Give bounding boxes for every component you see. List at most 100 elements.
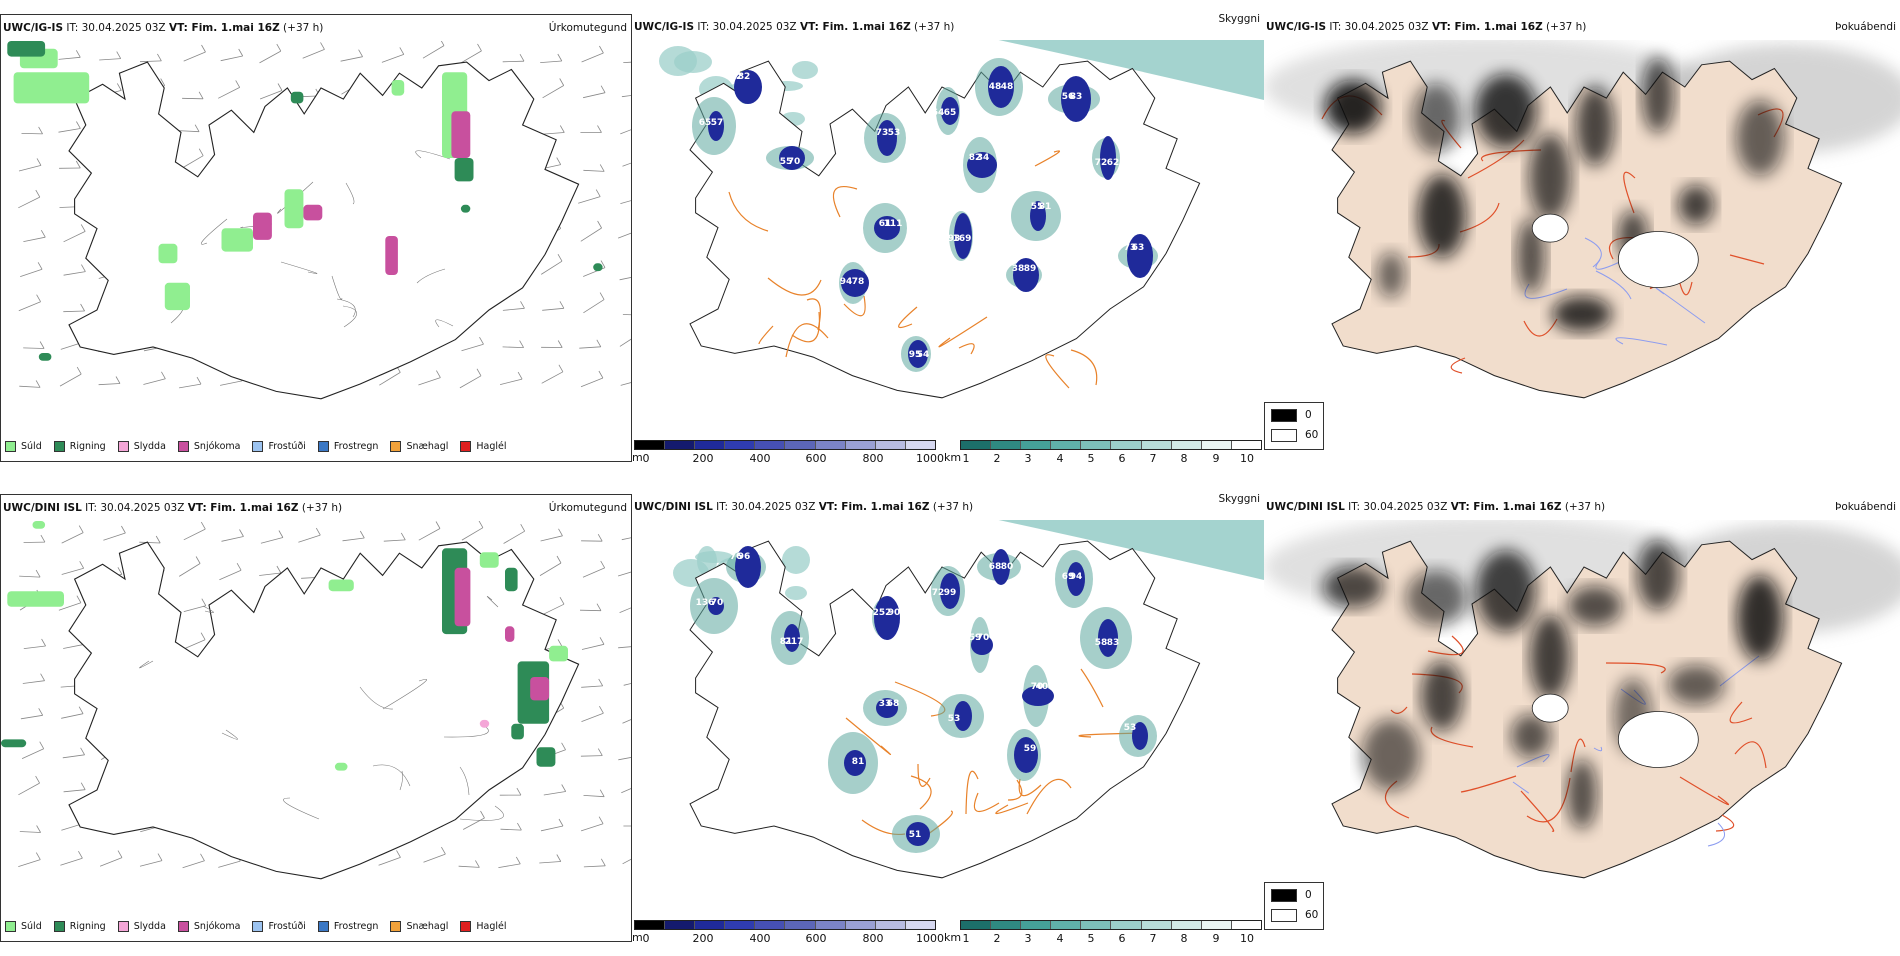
colorbar-segment [1142,921,1172,929]
fog-area [1325,80,1381,134]
wind-barb [260,51,281,63]
fog-legend-label: 60 [1305,429,1318,441]
colorbar-tick-label: 4 [1057,452,1064,465]
cloudbase-value: 70 [977,633,990,643]
wind-barb [544,792,566,796]
cloudbase-area [1014,737,1038,773]
wind-barb-flag [599,706,603,713]
fog-area [1323,566,1383,608]
colorbar-segment [961,921,991,929]
colorbar-segment [816,441,846,449]
wind-barb [582,713,604,721]
wind-barb-flag [81,224,85,231]
wind-barb [18,197,40,208]
wind-barb [620,125,631,133]
model-name: UWC/IG-IS [3,22,63,34]
colorbar-segment [961,441,991,449]
cloudbase-value: 407 [1036,682,1055,692]
wind-barb-flag [157,54,161,61]
wind-barb [540,563,561,576]
fog-area [1642,57,1674,133]
panel-title: Þokuábendi [1835,494,1896,520]
cloudbase-value: 48 [989,82,1002,92]
colorbar-tick-label: 1000 [916,932,944,945]
wind-barb [623,158,632,166]
cloudbase-map: 7257555365824855566261938995737882657073… [632,40,1264,432]
wind-barb-flag [359,50,363,57]
wind-barb [503,347,524,348]
wind-barb [23,237,45,241]
legend-swatch [118,441,129,452]
wind-barb [418,378,440,385]
lead-time: (+37 h) [933,501,973,513]
wind-barb-flag [441,847,445,854]
panel-header: UWC/DINI ISL IT: 30.04.2025 03Z VT: Fim.… [632,494,1264,520]
glacier [1532,694,1568,722]
fog-legend-swatch [1271,409,1297,422]
precip-area [222,228,254,251]
forecast-row-dini-isl: UWC/DINI ISL IT: 30.04.2025 03Z VT: Fim.… [0,480,1900,940]
fog-area [1362,719,1420,791]
colorbar-segment [755,441,785,449]
wind-barb [182,156,203,168]
cloudbase-area [874,596,900,640]
wind-barb-flag [600,790,604,797]
precip-area [505,568,518,591]
wind-barb [184,606,206,612]
precip-area [1,739,26,747]
wind-barb [343,538,365,541]
precip-map [1,521,631,911]
header-info: UWC/IG-IS IT: 30.04.2025 03Z VT: Fim. 1.… [3,15,323,41]
colorbar-tick-label: 9 [1213,452,1220,465]
wind-barb [541,826,563,831]
wind-barb [423,46,444,59]
precip-area [511,724,524,740]
legend-item: Súld [5,441,42,452]
wind-barb [219,570,241,580]
colorbar-segment [1232,921,1261,929]
colorbar-segment [876,441,906,449]
precip-area [505,626,514,642]
wind-barb [620,275,631,280]
colorbar-unit: m [632,451,643,464]
colorbar-segment [785,921,815,929]
wind-barb-flag [197,377,201,384]
colorbar-tick-label: 1 [963,452,970,465]
legend-item: Slydda [118,921,166,932]
legend-item: Frostúði [252,921,305,932]
precip-area [329,580,354,592]
header-info: UWC/DINI ISL IT: 30.04.2025 03Z VT: Fim.… [634,494,973,520]
wind-barb-flag [77,596,81,603]
panel-header: UWC/DINI ISL IT: 30.04.2025 03Z VT: Fim.… [1,495,631,521]
wind-barb-flag [562,785,566,792]
wind-barb-flag [400,47,404,54]
wind-barb [59,129,81,133]
wind-barb-flag [598,126,602,133]
wind-barb [22,133,43,134]
wind-barb-flag [479,521,483,528]
wind-barb-flag [436,522,440,529]
cloudbase-value: 34 [977,153,990,163]
wind-barb-flag [559,365,563,372]
model-name: UWC/IG-IS [1266,21,1326,33]
wind-barb [21,715,43,719]
legend-item: Rigning [54,921,106,932]
legend-item: Rigning [54,441,106,452]
colorbar-segment [1081,921,1111,929]
it-label: IT: [1348,501,1360,513]
wind-barb [543,604,565,615]
vt-label: VT: Fim. 1.mai 16Z [188,502,299,514]
legend-swatch [118,921,129,932]
wind-barb-flag [601,86,605,93]
colorbar-segment [846,921,876,929]
fog-area [1737,575,1783,661]
precip-area [7,591,64,607]
wind-barb-flag [397,850,401,857]
wind-barb-flag [520,54,524,61]
wind-barb [623,315,631,316]
fog-map [1264,40,1900,432]
vt-label: VT: Fim. 1.mai 16Z [819,501,930,513]
visibility-colorbar [960,920,1262,930]
cloudbase-value: 64 [932,108,945,118]
